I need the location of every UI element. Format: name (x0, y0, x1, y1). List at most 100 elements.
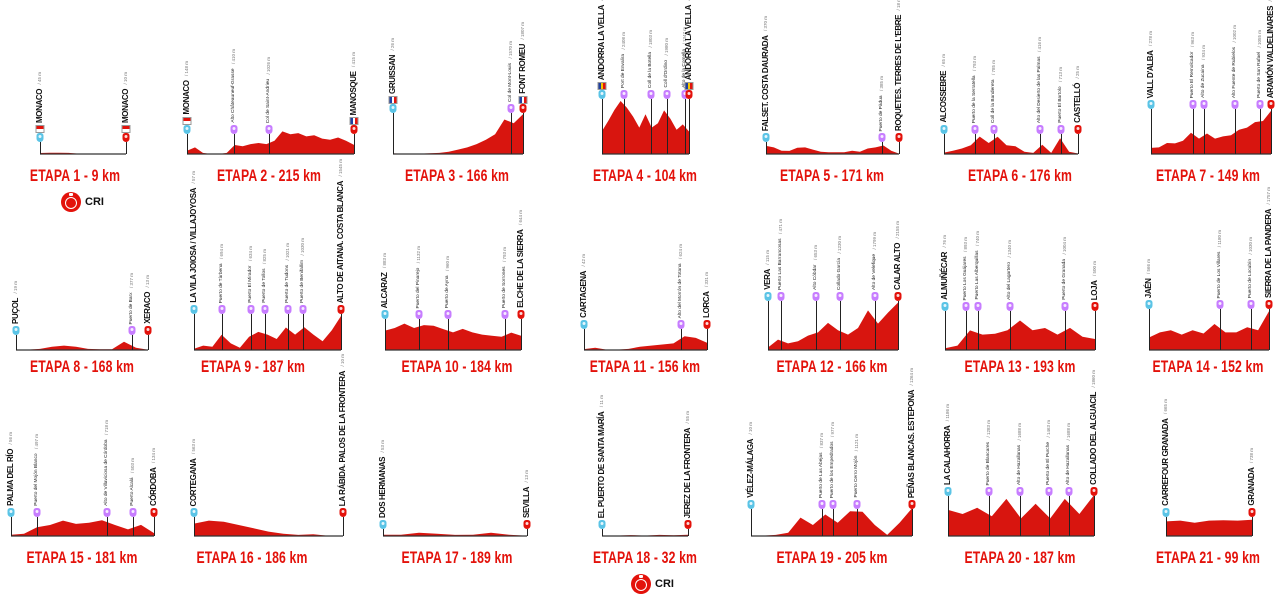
climb-pin-icon (985, 487, 993, 496)
marker-name: Puerto de San Rafael (1257, 51, 1263, 98)
marker-label: ELCHE DE LA SIERRA / 644 m (513, 210, 529, 308)
marker-label: ANDORRA LA VELLA / 1023 m (681, 0, 697, 80)
elevation-profile (1166, 519, 1252, 537)
elevation-area (385, 323, 521, 350)
marker-line (667, 99, 669, 154)
marker-name: Puerto de Granada (1062, 258, 1067, 300)
elevation-area (16, 341, 148, 350)
climb-pin-icon (871, 292, 879, 301)
marker-label: Puerto de Los Villares / 1180 m (1212, 230, 1228, 298)
marker-line (36, 517, 38, 536)
elevation-area (948, 495, 1094, 536)
france-flag-icon (518, 96, 528, 104)
marker-line (288, 314, 290, 350)
marker-label: Puerto de Benifallim / 1030 m (295, 238, 311, 303)
marker-altitude: / 1230 m (836, 236, 842, 254)
marker-label: Coll de la Bandereta / 785 m (986, 60, 1002, 123)
marker-line (1166, 517, 1167, 536)
marker-line (126, 142, 127, 154)
marker-altitude: / 1688 m (1016, 423, 1022, 441)
marker-altitude: / 10 m (123, 72, 128, 85)
marker-altitude: / 893 m (963, 237, 968, 253)
stage-title: ETAPA 7 - 149 km (1155, 166, 1261, 185)
marker-altitude: / 960 m (444, 256, 450, 272)
marker-line (684, 99, 686, 154)
marker-line (521, 319, 522, 350)
marker-altitude: / 1860 m (1091, 370, 1096, 388)
marker-altitude: / 934 m (1200, 45, 1206, 61)
elevation-area (945, 320, 1095, 350)
marker-line (816, 301, 818, 350)
marker-altitude: / 134 m (151, 448, 156, 464)
marker-line (383, 529, 384, 536)
marker-altitude: / 42 m (581, 254, 586, 267)
marker-altitude: / 1132 m (416, 246, 421, 264)
finish-pin-icon (337, 305, 345, 314)
stage-title: ETAPA 8 - 168 km (29, 357, 135, 376)
marker-label: MONACO / 148 m (179, 61, 195, 115)
marker-altitude: / 1807 m (520, 22, 525, 40)
finish-pin-icon (895, 133, 903, 142)
marker-altitude: / 1030 m (299, 238, 305, 256)
marker-line (393, 113, 394, 154)
marker-label: Alto del Lagartero / 1340 m (1002, 240, 1018, 300)
marker-name: Puerto Los Guájares (963, 256, 968, 301)
marker-label: MONACO / 10 m (118, 72, 134, 123)
elevation-area (751, 508, 912, 536)
marker-line (602, 529, 603, 536)
climb-pin-icon (974, 302, 982, 311)
marker-label: Puerto Alcalá / 503 m (125, 458, 141, 506)
marker-name: Puerto de la Serratella (971, 75, 977, 124)
stage-title: ETAPA 21 - 99 km (1155, 548, 1261, 567)
marker-line (154, 517, 155, 536)
finish-pin-icon (684, 520, 692, 529)
marker-label: Puerto Cerro Mojón / 1121 m (849, 434, 865, 498)
marker-name: Alto de Hazallanas (1066, 444, 1072, 485)
marker-name: ALCOSSEBRE (939, 70, 948, 123)
marker-altitude: / 55 m (685, 411, 690, 424)
marker-altitude: / 1264 m (909, 368, 914, 386)
marker-altitude: / 1180 m (1216, 230, 1222, 248)
marker-altitude: / 497 m (33, 434, 39, 450)
stage-title: ETAPA 20 - 187 km (964, 548, 1076, 567)
marker-label: Col de Saint-Andrieu / 1026 m (261, 57, 277, 123)
climb-pin-icon (128, 326, 136, 335)
marker-name: Puerto del Pinarejo (416, 267, 421, 309)
elevation-area (944, 136, 1078, 154)
marker-line (781, 301, 782, 350)
climb-pin-icon (218, 305, 226, 314)
climb-pin-icon (647, 90, 655, 99)
marker-line (689, 99, 690, 154)
elevation-profile (948, 495, 1094, 537)
marker-line (221, 314, 223, 350)
climb-pin-icon (812, 292, 820, 301)
marker-line (707, 329, 708, 350)
elevation-profile (16, 341, 148, 351)
marker-altitude: / 963 m (1190, 32, 1195, 48)
start-pin-icon (598, 90, 606, 99)
marker-name: Puerto Alcalá (129, 477, 135, 506)
marker-name: LA RÁBIDA. PALOS DE LA FRONTERA (338, 370, 347, 507)
marker-line (1235, 109, 1236, 154)
marker-name: ALCARAZ (380, 272, 389, 309)
marker-label: LA RÁBIDA. PALOS DE LA FRONTERA / 10 m (335, 354, 351, 506)
cri-label: CRI (655, 578, 674, 590)
start-pin-icon (379, 520, 387, 529)
cri-badge: CRI (631, 574, 674, 594)
marker-altitude: / 1570 m (508, 41, 514, 59)
marker-line (511, 113, 513, 154)
marker-altitude: / 410 m (230, 49, 236, 65)
marker-altitude: / 883 m (382, 253, 387, 269)
elevation-area (383, 532, 527, 536)
marker-label: Puerto de Sorrones / 793 m (497, 247, 513, 308)
marker-name: Coll de la Bandereta (990, 79, 996, 123)
marker-line (264, 314, 266, 350)
marker-label: LOJA / 500 m (1087, 261, 1103, 300)
marker-name: Alto de Zucaina (1200, 64, 1206, 98)
marker-label: PALMA DEL RÍO / 56 m (3, 432, 19, 506)
marker-line (11, 517, 12, 536)
marker-label: Alto Fuente de Rubielos / 1002 m (1227, 25, 1243, 98)
stage-title: ETAPA 16 - 186 km (196, 548, 308, 567)
marker-altitude: / 1757 m (1266, 187, 1271, 205)
climb-pin-icon (501, 310, 509, 319)
